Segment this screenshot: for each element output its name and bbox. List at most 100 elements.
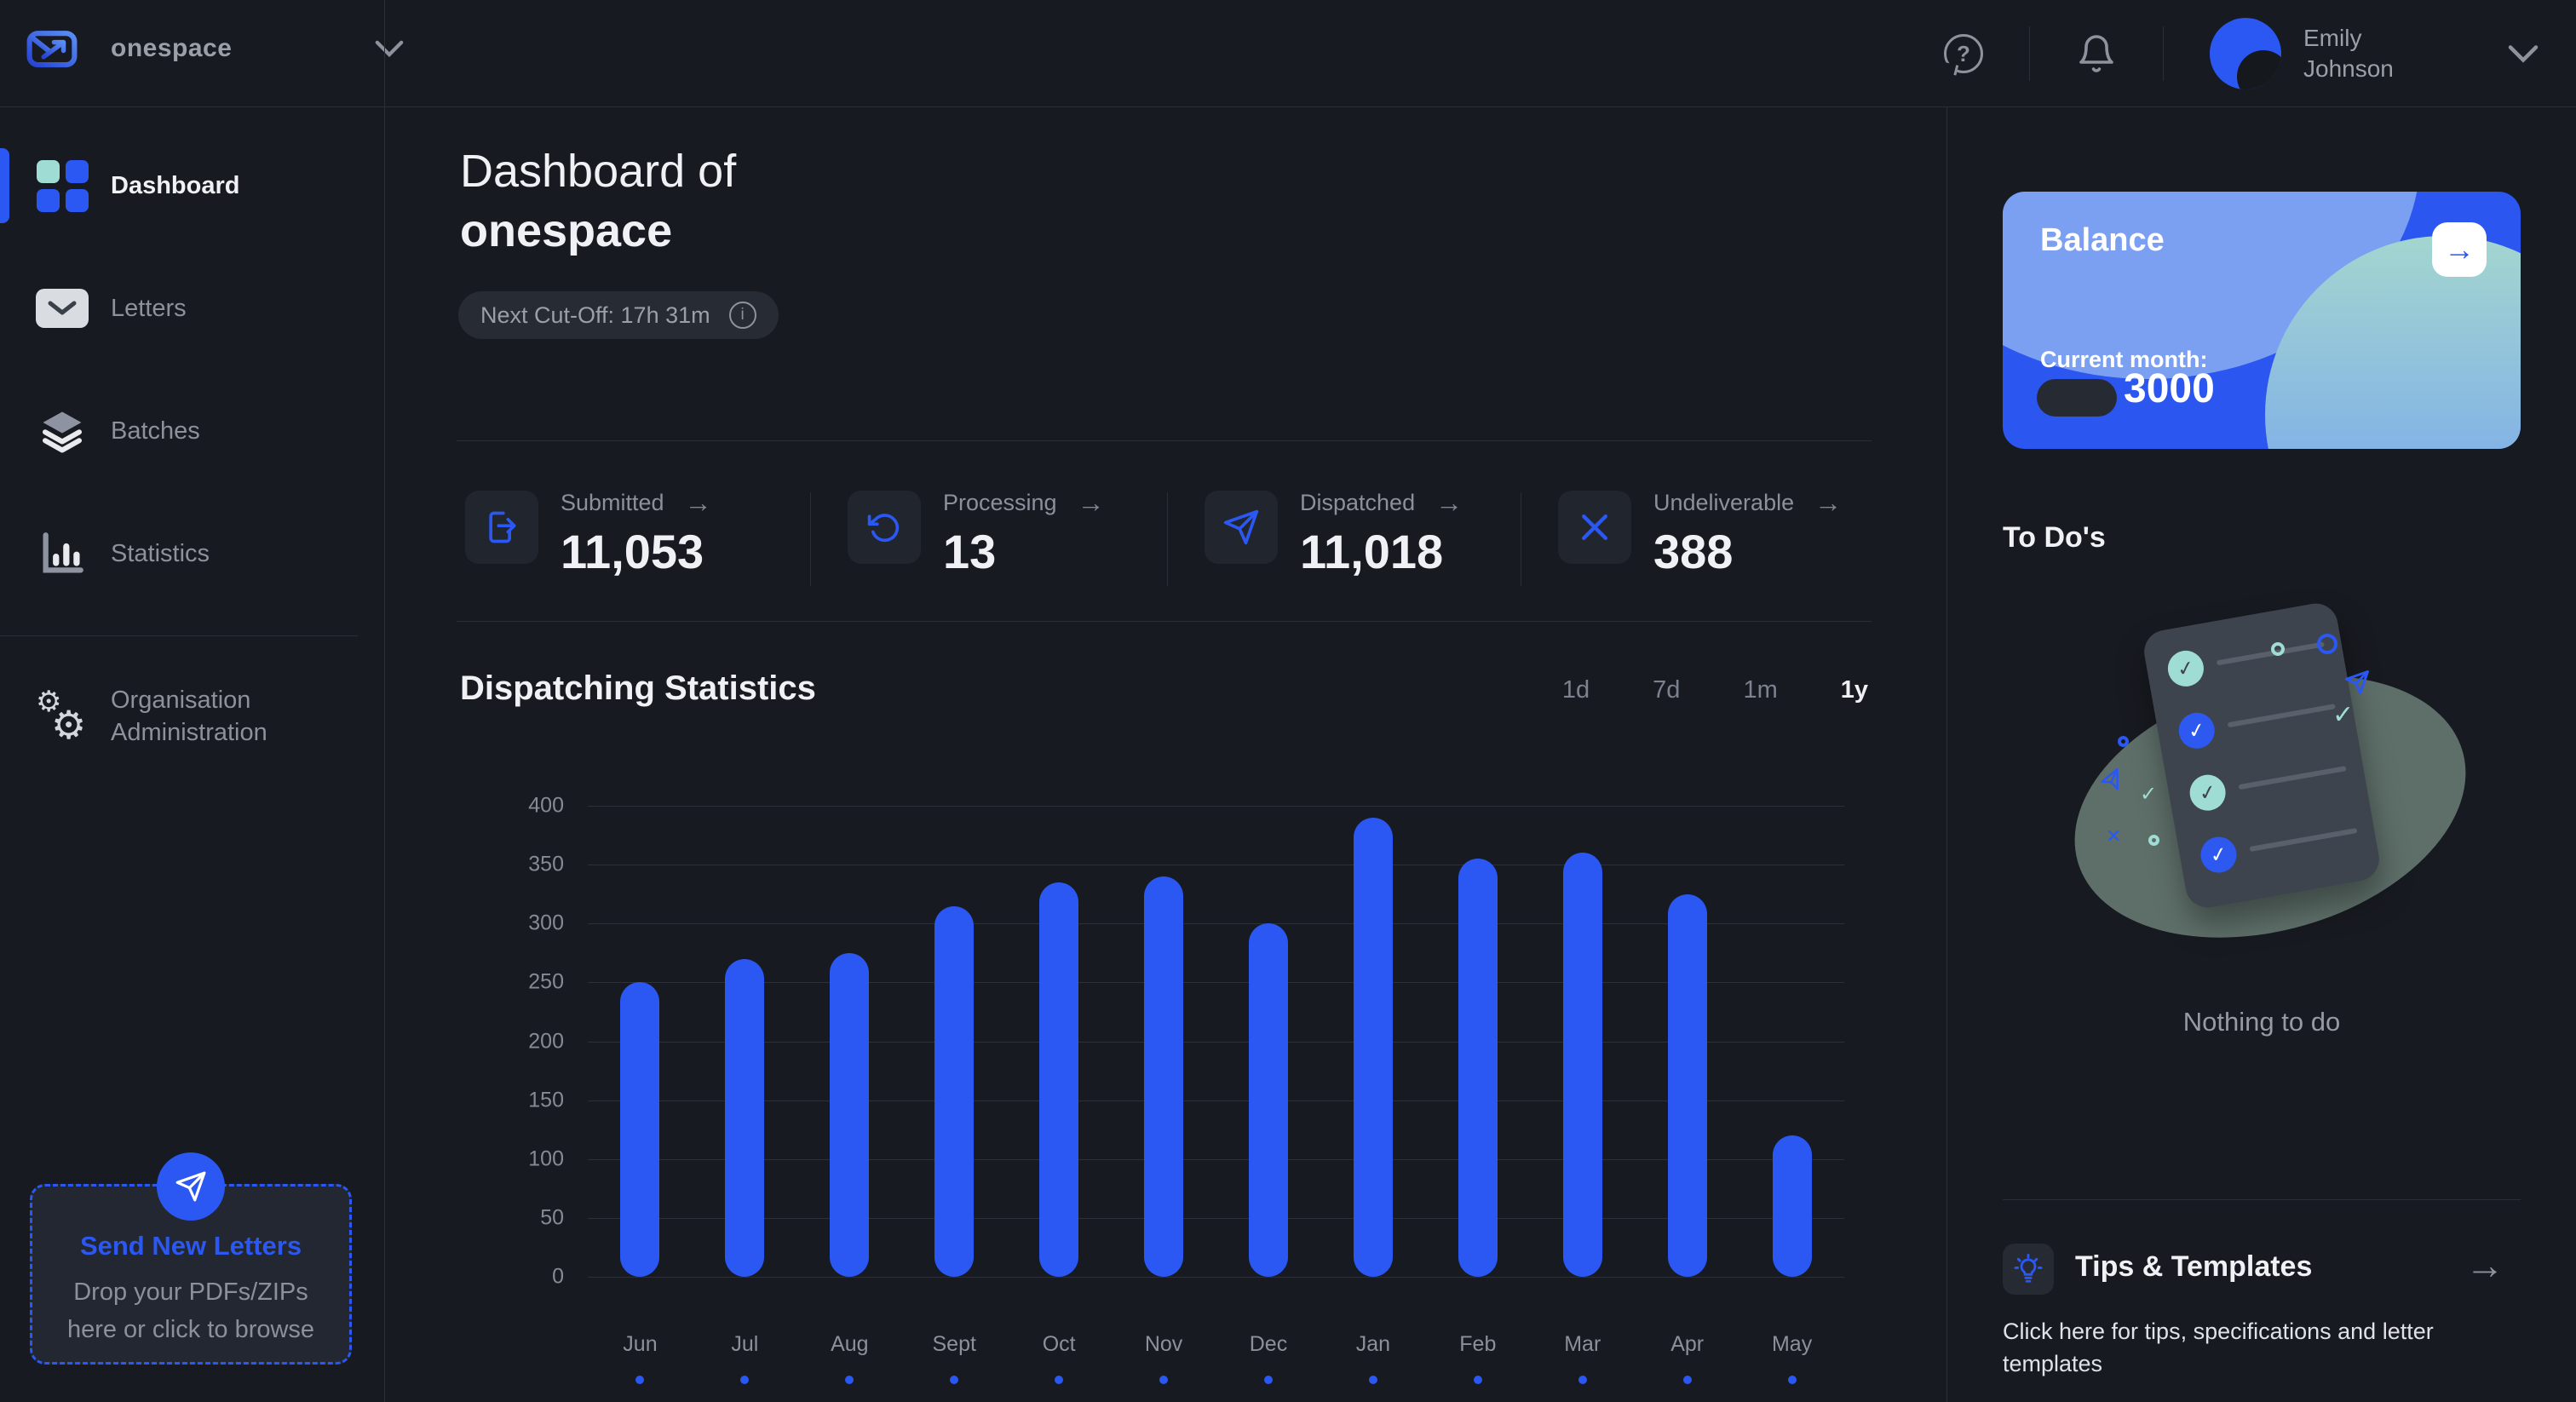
range-tab-1m[interactable]: 1m <box>1743 676 1778 704</box>
sidebar-item-label: Letters <box>111 295 187 322</box>
y-axis-tick-label: 250 <box>528 969 564 994</box>
todo-line <box>2216 641 2325 666</box>
todos-empty-text: Nothing to do <box>2182 1007 2341 1037</box>
chart-bar-nov[interactable] <box>1144 876 1184 1277</box>
chart-bar-aug[interactable] <box>830 952 870 1277</box>
chart-bar-oct[interactable] <box>1039 882 1079 1277</box>
stat-body: Dispatched → 11,018 <box>1300 482 1463 579</box>
chart-bar-column <box>797 806 902 1277</box>
stat-body: Processing → 13 <box>943 482 1105 579</box>
x-axis-label: Sept <box>932 1332 976 1356</box>
plot-area <box>588 806 1844 1278</box>
tips-title[interactable]: Tips & Templates <box>2075 1250 2313 1283</box>
stat-label-row: Undeliverable → <box>1653 487 1842 519</box>
currency-pill <box>2037 379 2117 417</box>
range-tab-1y[interactable]: 1y <box>1840 676 1868 704</box>
circle-decoration <box>2148 835 2159 846</box>
x-decoration: ✕ <box>2106 826 2122 848</box>
sidebar-item-dashboard[interactable]: Dashboard <box>0 145 385 227</box>
tips-description: Click here for tips, specifications and … <box>2003 1319 2434 1376</box>
x-axis-category: Oct <box>1007 1332 1112 1384</box>
info-icon[interactable]: i <box>728 302 756 329</box>
paper-plane-icon <box>2345 670 2369 694</box>
y-axis-tick-label: 350 <box>528 852 564 876</box>
chart-bar-column <box>1007 806 1112 1277</box>
stat-processing[interactable]: Processing → 13 <box>848 482 1105 579</box>
check-circle-icon: ✓ <box>2165 647 2207 690</box>
range-tab-7d[interactable]: 7d <box>1653 676 1681 704</box>
arrow-right-icon[interactable]: → <box>1077 487 1105 518</box>
x-axis-dot <box>1055 1376 1064 1384</box>
arrow-right-icon[interactable]: → <box>684 487 712 518</box>
user-name: Emily Johnson <box>2303 25 2394 82</box>
todo-row: ✓ <box>2176 688 2337 752</box>
stat-submitted[interactable]: Submitted → 11,053 <box>465 482 712 579</box>
balance-card[interactable]: Balance → Current month: 3000 <box>2003 192 2521 449</box>
stat-value: 11,053 <box>561 525 704 578</box>
chart-bar-feb[interactable] <box>1458 859 1498 1277</box>
x-axis-dot <box>1368 1376 1377 1384</box>
envelope-send-icon <box>26 31 78 68</box>
x-axis-dot <box>1682 1376 1692 1384</box>
stat-undeliverable[interactable]: Undeliverable → 388 <box>1558 482 1842 579</box>
arrow-right-icon[interactable]: → <box>2465 1243 2504 1287</box>
x-axis-dot <box>1473 1376 1482 1384</box>
chart-bar-may[interactable] <box>1772 1135 1812 1277</box>
page-title: Dashboard of onespace <box>460 141 736 261</box>
x-axis-dot <box>1578 1376 1587 1384</box>
sidebar-nav: Dashboard Letters Batches Statistics ⚙ ⚙ Organ… <box>0 145 385 798</box>
check-circle-icon: ✓ <box>2187 772 2228 813</box>
chart-bar-jul[interactable] <box>725 958 765 1277</box>
arrow-right-icon[interactable]: → <box>2432 222 2487 277</box>
circle-decoration <box>2118 736 2129 747</box>
chart-gridline <box>588 1277 1844 1278</box>
chart-bar-jan[interactable] <box>1353 817 1393 1277</box>
chart-bar-mar[interactable] <box>1562 853 1602 1277</box>
x-axis-dot <box>1787 1376 1797 1384</box>
sidebar-item-label: Batches <box>111 417 200 445</box>
todo-row: ✓ <box>2187 750 2349 813</box>
x-axis-category: Nov <box>1112 1332 1216 1384</box>
right-panel: Balance → Current month: 3000 To Do's ✓ ✓… <box>1947 107 2576 1402</box>
todo-line <box>2238 766 2347 790</box>
chart-gridline <box>588 1100 1844 1101</box>
chart-bar-dec[interactable] <box>1248 923 1288 1277</box>
divider <box>2029 26 2030 81</box>
gears-icon: ⚙ ⚙ <box>36 685 87 748</box>
chevron-down-icon[interactable] <box>2508 44 2539 63</box>
sidebar-item-organisation[interactable]: ⚙ ⚙ Organisation Administration <box>0 675 385 757</box>
range-tab-1d[interactable]: 1d <box>1561 676 1590 704</box>
send-new-letters-dropzone[interactable]: Send New Letters Drop your PDFs/ZIPs her… <box>30 1152 352 1365</box>
sidebar-item-statistics[interactable]: Statistics <box>0 513 385 595</box>
paper-plane-icon <box>157 1152 225 1221</box>
chevron-down-icon <box>376 40 404 57</box>
page-title-org: onespace <box>460 205 673 256</box>
file-export-icon <box>465 491 538 564</box>
next-cutoff-badge: Next Cut-Off: 17h 31m i <box>458 291 779 339</box>
bell-icon[interactable] <box>2076 33 2117 74</box>
help-icon[interactable]: ? <box>1944 34 1983 73</box>
chart-bar-column <box>588 806 693 1277</box>
divider <box>457 440 1872 441</box>
stat-dispatched[interactable]: Dispatched → 11,018 <box>1205 482 1463 579</box>
arrow-right-icon[interactable]: → <box>1435 487 1463 518</box>
chart-bar-sept[interactable] <box>934 905 975 1277</box>
todo-line <box>2227 704 2336 728</box>
sidebar-item-batches[interactable]: Batches <box>0 390 385 472</box>
y-axis-tick-label: 300 <box>528 911 564 935</box>
brand-switcher[interactable]: onespace <box>26 26 404 72</box>
chart-bar-jun[interactable] <box>620 982 660 1277</box>
chart-bar-apr[interactable] <box>1667 893 1707 1277</box>
divider <box>810 492 811 586</box>
x-axis-label: Apr <box>1670 1332 1705 1356</box>
chart-gridline <box>588 982 1844 984</box>
y-axis-tick-label: 200 <box>528 1029 564 1053</box>
avatar[interactable] <box>2210 18 2281 89</box>
sidebar-item-label: Organisation Administration <box>111 687 267 746</box>
sidebar-item-letters[interactable]: Letters <box>0 267 385 349</box>
arrow-right-icon[interactable]: → <box>1814 487 1843 518</box>
stat-label: Dispatched <box>1300 490 1416 515</box>
circle-decoration <box>2317 634 2337 654</box>
y-axis-tick-label: 0 <box>552 1264 564 1289</box>
